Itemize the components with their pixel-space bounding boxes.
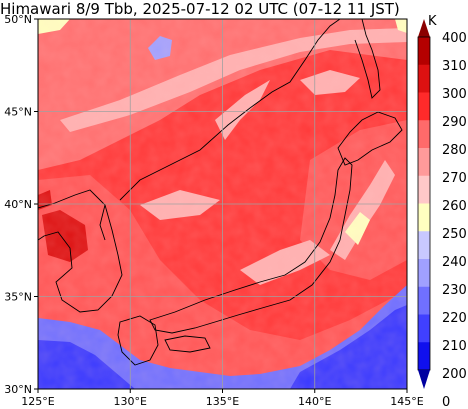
colorbar-cell bbox=[418, 37, 430, 66]
colorbar-label: 270 bbox=[442, 171, 467, 186]
x-tick-label: 145°E bbox=[390, 395, 423, 408]
colorbar-cell bbox=[418, 92, 430, 121]
y-axis-ticks: 30°N 35°N 40°N 45°N 50°N bbox=[4, 13, 38, 396]
coastline-kyushu bbox=[117, 315, 159, 366]
map-field bbox=[38, 19, 407, 389]
colorbar: K 400 310 300 290 280 270 260 250 240 230 220 210 20… bbox=[417, 14, 467, 409]
colorbar-label: 400 bbox=[442, 31, 467, 46]
colorbar-label: 210 bbox=[442, 339, 467, 354]
coastline-japan-honshu bbox=[149, 157, 353, 334]
colorbar-extend-top bbox=[418, 19, 430, 37]
coastline-shikoku bbox=[164, 335, 211, 353]
y-tick-label: 30°N bbox=[4, 383, 32, 396]
y-tick-label: 45°N bbox=[4, 106, 32, 119]
colorbar-cell bbox=[418, 314, 430, 343]
colorbar-label: 300 bbox=[442, 87, 467, 102]
chart-title: Himawari 8/9 Tbb, 2025-07-12 02 UTC (07-… bbox=[0, 0, 400, 18]
coastlines bbox=[38, 19, 403, 366]
colorbar-label: 240 bbox=[442, 255, 467, 270]
colorbar-label: 290 bbox=[442, 115, 467, 130]
coastline-korea-east bbox=[99, 204, 106, 241]
colorbar-label: 220 bbox=[442, 311, 467, 326]
colorbar-unit: K bbox=[428, 14, 437, 29]
x-tick-label: 125°E bbox=[21, 395, 54, 408]
colorbar-label: 280 bbox=[442, 143, 467, 158]
x-tick-label: 130°E bbox=[114, 395, 147, 408]
y-tick-label: 50°N bbox=[4, 13, 32, 26]
colorbar-cell bbox=[418, 203, 430, 232]
x-tick-label: 140°E bbox=[298, 395, 331, 408]
colorbar-extend-bottom bbox=[418, 370, 430, 389]
coastline-russia bbox=[119, 19, 341, 201]
coastline-korea-china bbox=[38, 189, 123, 313]
coastline-sakhalin bbox=[354, 19, 381, 99]
coastline-hokkaido bbox=[337, 111, 403, 166]
y-tick-label: 35°N bbox=[4, 291, 32, 304]
colorbar-label: 310 bbox=[442, 59, 467, 74]
y-tick-label: 40°N bbox=[4, 198, 32, 211]
colorbar-label: 200 bbox=[442, 367, 467, 382]
gridlines bbox=[38, 19, 407, 389]
colorbar-cell bbox=[418, 342, 430, 371]
colorbar-label: 250 bbox=[442, 227, 467, 242]
x-axis-ticks: 125°E 130°E 135°E 140°E 145°E bbox=[21, 389, 424, 408]
colorbar-cell bbox=[418, 286, 430, 315]
colorbar-label: 230 bbox=[442, 283, 467, 298]
colorbar-label: 0 bbox=[442, 395, 450, 409]
colorbar-cell bbox=[418, 148, 430, 177]
colorbar-cell bbox=[418, 120, 430, 149]
colorbar-cell bbox=[418, 259, 430, 288]
colorbar-cell bbox=[418, 231, 430, 260]
colorbar-label: 260 bbox=[442, 199, 467, 214]
colorbar-cell bbox=[418, 175, 430, 204]
x-tick-label: 135°E bbox=[206, 395, 239, 408]
colorbar-cell bbox=[418, 64, 430, 93]
